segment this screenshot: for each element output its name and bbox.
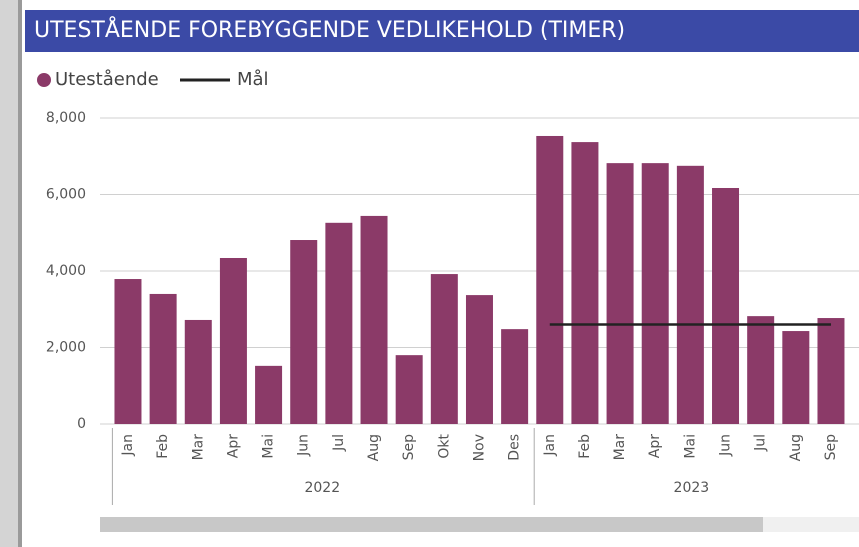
x-tick-label: Jul: [753, 434, 769, 452]
bar: [606, 163, 634, 424]
x-tick-label: Mai: [261, 434, 277, 459]
bar: [395, 355, 423, 424]
bar: [149, 293, 177, 424]
side-strip: [0, 0, 18, 547]
bar: [290, 240, 318, 424]
legend-label: Utestående: [55, 69, 159, 90]
bar: [114, 279, 142, 424]
scrollbar-thumb[interactable]: [100, 517, 763, 532]
bar: [571, 142, 599, 424]
bar: [747, 316, 775, 424]
bar: [641, 163, 669, 424]
bar: [325, 222, 353, 424]
x-tick-label: Sep: [823, 434, 839, 461]
x-tick-label: Aug: [788, 434, 804, 461]
x-tick-label: Jun: [718, 434, 734, 457]
bar: [501, 329, 529, 424]
side-edge: [18, 0, 22, 547]
bar: [782, 331, 810, 424]
bar: [676, 165, 704, 424]
title-bar: [25, 10, 859, 52]
x-tick-label: Jul: [331, 434, 347, 452]
x-tick-label: Mar: [612, 434, 628, 461]
x-tick-label: Feb: [577, 434, 593, 459]
x-tick-label: Okt: [436, 433, 452, 458]
x-tick-label: Jan: [542, 434, 558, 457]
x-tick-label: Mar: [190, 434, 206, 461]
bar: [536, 135, 564, 425]
y-tick-label: 8,000: [46, 110, 86, 126]
y-tick-label: 0: [77, 416, 86, 432]
y-tick-label: 4,000: [46, 263, 86, 279]
x-tick-label: Apr: [647, 434, 663, 458]
group-label: 2022: [304, 480, 340, 496]
x-tick-label: Aug: [366, 434, 382, 461]
x-tick-label: Feb: [155, 434, 171, 459]
x-tick-label: Jan: [120, 434, 136, 457]
bar: [219, 257, 247, 424]
x-tick-label: Nov: [471, 434, 487, 461]
bar: [712, 187, 740, 424]
scrollbar-track[interactable]: [763, 517, 859, 532]
x-tick-label: Mai: [682, 434, 698, 459]
chart-title: UTESTÅENDE FOREBYGGENDE VEDLIKEHOLD (TIM…: [34, 16, 625, 43]
legend-label: Mål: [237, 69, 269, 90]
legend-dot: [37, 73, 51, 87]
bar: [465, 295, 493, 424]
bar: [255, 365, 283, 424]
x-tick-label: Sep: [401, 434, 417, 461]
x-tick-label: Des: [507, 434, 523, 461]
x-tick-label: Apr: [225, 434, 241, 458]
y-tick-label: 6,000: [46, 187, 86, 203]
x-tick-label: Jun: [296, 434, 312, 457]
bar: [360, 215, 388, 424]
bar: [817, 318, 845, 424]
y-tick-label: 2,000: [46, 340, 86, 356]
bar: [430, 274, 458, 424]
group-label: 2023: [674, 480, 710, 496]
bar: [184, 319, 212, 424]
